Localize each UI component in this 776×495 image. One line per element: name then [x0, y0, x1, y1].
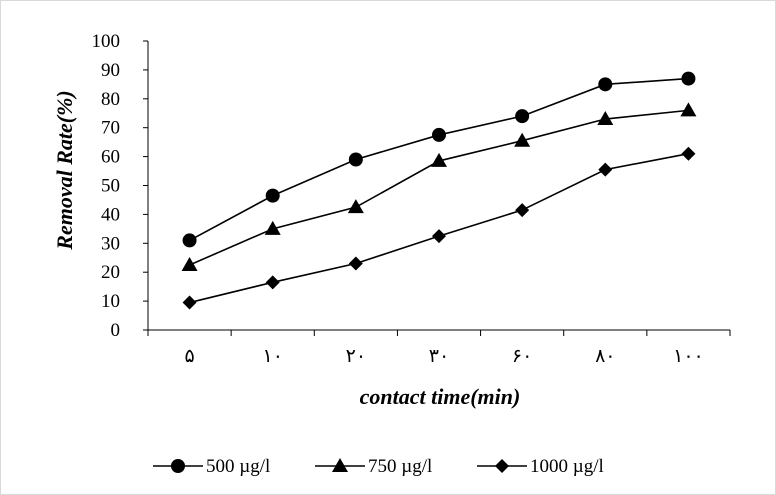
x-axis-title: contact time(min): [360, 384, 521, 409]
data-point: [265, 188, 280, 203]
x-tick-label: ۶۰: [512, 346, 532, 367]
y-tick-label: 100: [92, 31, 121, 52]
legend-item: 1000 µg/l: [477, 456, 604, 477]
legend-marker: [332, 458, 348, 472]
data-point: [264, 220, 281, 235]
legend-label: 750 µg/l: [368, 456, 432, 477]
series-3: [182, 146, 696, 310]
data-point: [681, 146, 696, 161]
data-point: [514, 132, 531, 147]
legend-label: 500 µg/l: [206, 456, 270, 477]
y-tick-label: 30: [101, 233, 120, 254]
y-tick-label: 90: [101, 60, 120, 81]
x-tick-label: ۵: [184, 346, 194, 367]
data-point: [598, 162, 613, 177]
legend: 500 µg/l 750 µg/l 1000 µg/l: [153, 456, 604, 477]
y-tick-label: 60: [101, 147, 120, 168]
series-line: [189, 152, 689, 304]
data-point: [182, 233, 197, 248]
legend-item: 750 µg/l: [315, 456, 432, 477]
data-point: [348, 256, 363, 271]
data-point: [181, 256, 198, 271]
data-point: [515, 203, 530, 218]
y-tick-label: 0: [111, 320, 121, 341]
y-axis-title: Removal Rate(%): [52, 90, 77, 250]
x-axis-ticks: ۵ ۱۰ ۲۰ ۳۰ ۶۰ ۸۰ ۱۰۰: [147, 330, 731, 367]
legend-item: 500 µg/l: [153, 456, 270, 477]
data-point: [597, 111, 614, 126]
y-tick-label: 50: [101, 176, 120, 197]
data-point: [431, 152, 447, 167]
x-tick-label: ۸۰: [595, 346, 615, 367]
data-point: [515, 109, 530, 124]
y-tick-label: 40: [101, 204, 120, 225]
data-point: [348, 152, 363, 167]
legend-label: 1000 µg/l: [530, 456, 604, 477]
series-group: [181, 71, 697, 310]
data-point: [432, 127, 446, 142]
y-tick-label: 20: [101, 262, 120, 283]
data-point: [681, 71, 696, 86]
y-axis-ticks: 0 10 20 30 40 50 60 70 80 90 100: [92, 31, 148, 341]
x-tick-label: ۱۰۰: [673, 346, 704, 367]
y-tick-label: 10: [101, 291, 120, 312]
x-tick-label: ۱۰: [263, 346, 283, 367]
data-point: [265, 275, 280, 290]
x-tick-label: ۲۰: [346, 346, 366, 367]
y-tick-label: 70: [101, 118, 120, 139]
data-point: [182, 295, 197, 310]
x-tick-label: ۳۰: [429, 346, 449, 367]
series-2: [181, 102, 697, 271]
data-point: [680, 102, 697, 117]
data-point: [432, 229, 446, 244]
y-tick-label: 80: [101, 89, 120, 110]
legend-marker: [495, 459, 509, 473]
data-point: [347, 199, 364, 214]
series-1: [182, 71, 696, 248]
data-point: [598, 77, 613, 92]
legend-marker: [171, 459, 185, 473]
